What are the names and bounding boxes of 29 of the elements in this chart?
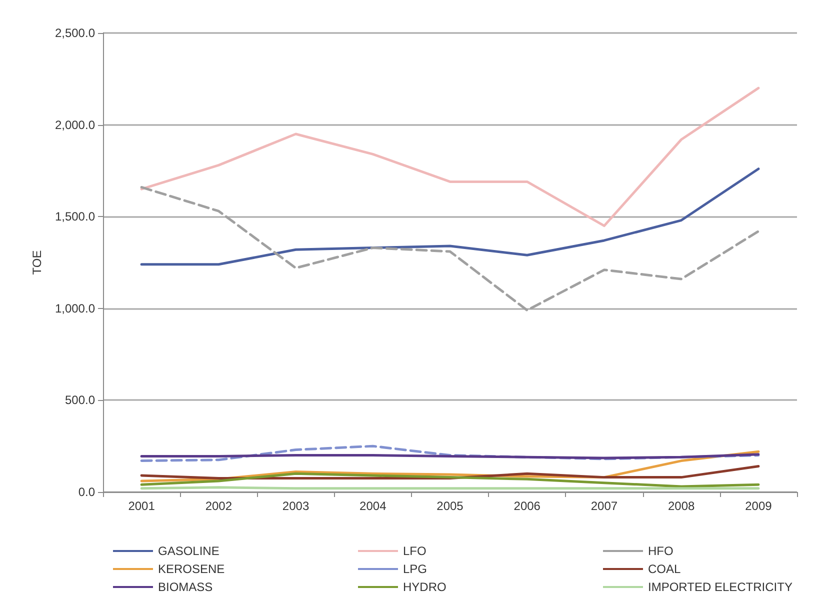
x-tick-label: 2006 bbox=[514, 499, 541, 513]
x-tick-label: 2008 bbox=[668, 499, 696, 513]
y-tick-label: 0.0 bbox=[78, 485, 96, 499]
legend-label: HFO bbox=[648, 544, 674, 558]
legend-label: LFO bbox=[403, 544, 426, 558]
x-tick-label: 2002 bbox=[205, 499, 232, 513]
line-series bbox=[140, 472, 760, 488]
y-tick-label: 2,500.0 bbox=[54, 26, 96, 40]
legend-label: LPG bbox=[403, 562, 428, 576]
x-tick-label: 2003 bbox=[282, 499, 310, 513]
legend-label: COAL bbox=[648, 562, 682, 576]
line-series bbox=[140, 86, 760, 228]
y-axis-title: TOE bbox=[30, 250, 44, 275]
x-tick-label: 2009 bbox=[745, 499, 772, 513]
legend-label: IMPORTED ELECTRICITY bbox=[648, 580, 792, 594]
x-tick-label: 2001 bbox=[128, 499, 156, 513]
legend-label: KEROSENE bbox=[158, 562, 225, 576]
y-tick-label: 1,000.0 bbox=[54, 301, 96, 316]
x-tick-label: 2005 bbox=[436, 499, 464, 513]
legend-label: HYDRO bbox=[403, 580, 446, 594]
line-series bbox=[140, 168, 760, 266]
legend-label: BIOMASS bbox=[158, 580, 213, 594]
y-tick-label: 1,500.0 bbox=[54, 210, 96, 224]
line-series bbox=[140, 444, 760, 462]
x-tick-label: 2007 bbox=[590, 499, 618, 513]
legend-label: GASOLINE bbox=[158, 544, 220, 558]
x-tick-label: 2004 bbox=[360, 499, 387, 513]
y-tick-label: 2,000.0 bbox=[54, 118, 96, 132]
y-tick-label: 500.0 bbox=[64, 393, 96, 408]
